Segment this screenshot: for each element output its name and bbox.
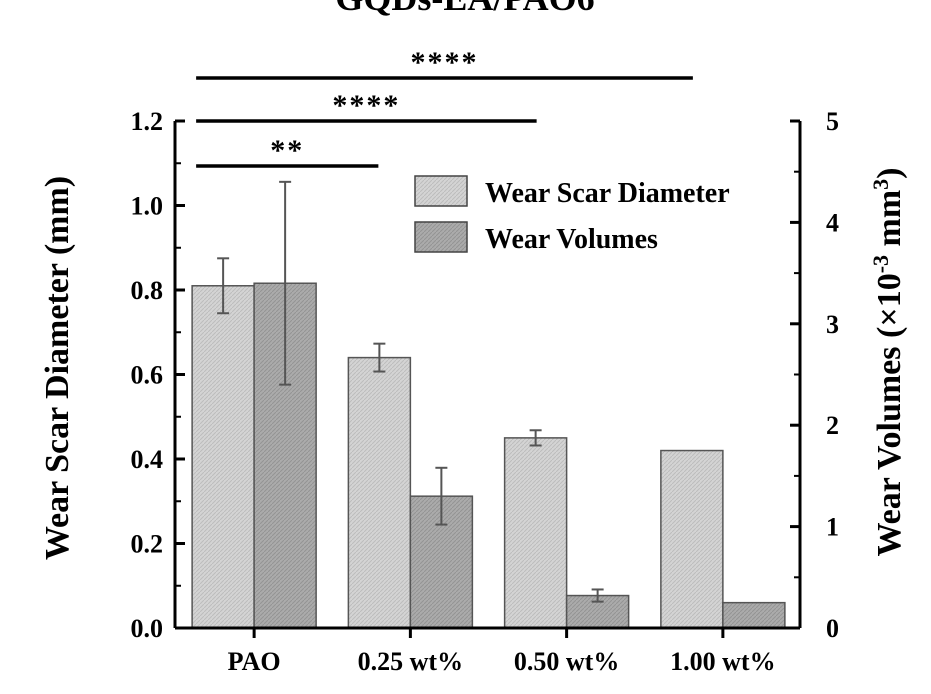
bar-wear-scar-diameter-1 xyxy=(348,358,410,628)
significance-bracket-2: **** xyxy=(196,46,693,79)
left-axis-title: Wear Scar Diameter (mm) xyxy=(39,176,76,560)
significance-bracket-0: ** xyxy=(196,134,378,167)
bar-wear-scar-diameter-3 xyxy=(661,451,723,628)
right-tick-label: 2 xyxy=(826,411,839,440)
significance-bracket-1: **** xyxy=(196,89,537,122)
right-axis-title-exp: -3 xyxy=(868,255,893,273)
right-axis-title-tail: mm xyxy=(871,190,908,255)
right-tick-label: 3 xyxy=(826,310,839,339)
left-tick-label: 0.6 xyxy=(131,361,164,390)
x-tick-label: 1.00 wt% xyxy=(670,647,775,676)
bar-wear-scar-diameter-2 xyxy=(505,438,567,628)
significance-label: **** xyxy=(332,89,400,122)
legend: Wear Scar Diameter Wear Volumes xyxy=(415,176,730,255)
significance-brackets: ********** xyxy=(196,46,693,167)
significance-label: **** xyxy=(411,46,479,79)
legend-label-wear-volumes: Wear Volumes xyxy=(485,224,658,255)
legend-swatch-wear-volumes xyxy=(415,222,467,252)
right-tick-label: 0 xyxy=(826,614,839,643)
x-tick-label: 0.25 wt% xyxy=(358,647,463,676)
right-axis-title: Wear Volumes (×10-3 mm3) xyxy=(868,167,908,556)
legend-label-wear-scar-diameter: Wear Scar Diameter xyxy=(485,178,730,209)
bar-wear-scar-diameter-0 xyxy=(192,286,254,628)
left-tick-label: 1.2 xyxy=(131,107,164,136)
left-tick-label: 0.4 xyxy=(131,445,164,474)
left-tick-label: 1.0 xyxy=(131,192,164,221)
x-axis-ticks: PAO 0.25 wt% 0.50 wt% 1.00 wt% xyxy=(228,628,776,676)
bars-layer xyxy=(192,283,785,628)
right-tick-label: 4 xyxy=(826,208,839,237)
x-tick-label: PAO xyxy=(228,647,281,676)
significance-label: ** xyxy=(270,134,304,167)
right-tick-label: 1 xyxy=(826,513,839,542)
bar-wear-volumes-3 xyxy=(723,603,785,628)
right-axis-title-main: Wear Volumes (×10 xyxy=(871,273,908,556)
x-tick-label: 0.50 wt% xyxy=(514,647,619,676)
chart-title: GQDs-EA/PAO6 xyxy=(335,0,594,18)
right-axis-title-exp2: 3 xyxy=(868,179,893,190)
legend-swatch-wear-scar-diameter xyxy=(415,176,467,206)
right-axis-title-close: ) xyxy=(871,167,908,178)
left-axis-ticks: 0.0 0.2 0.4 0.6 0.8 1.0 1.2 xyxy=(131,107,186,643)
left-tick-label: 0.0 xyxy=(131,614,164,643)
left-tick-label: 0.8 xyxy=(131,276,164,305)
right-axis-ticks: 0 1 2 3 4 5 xyxy=(790,107,839,643)
right-tick-label: 5 xyxy=(826,107,839,136)
left-tick-label: 0.2 xyxy=(131,530,164,559)
